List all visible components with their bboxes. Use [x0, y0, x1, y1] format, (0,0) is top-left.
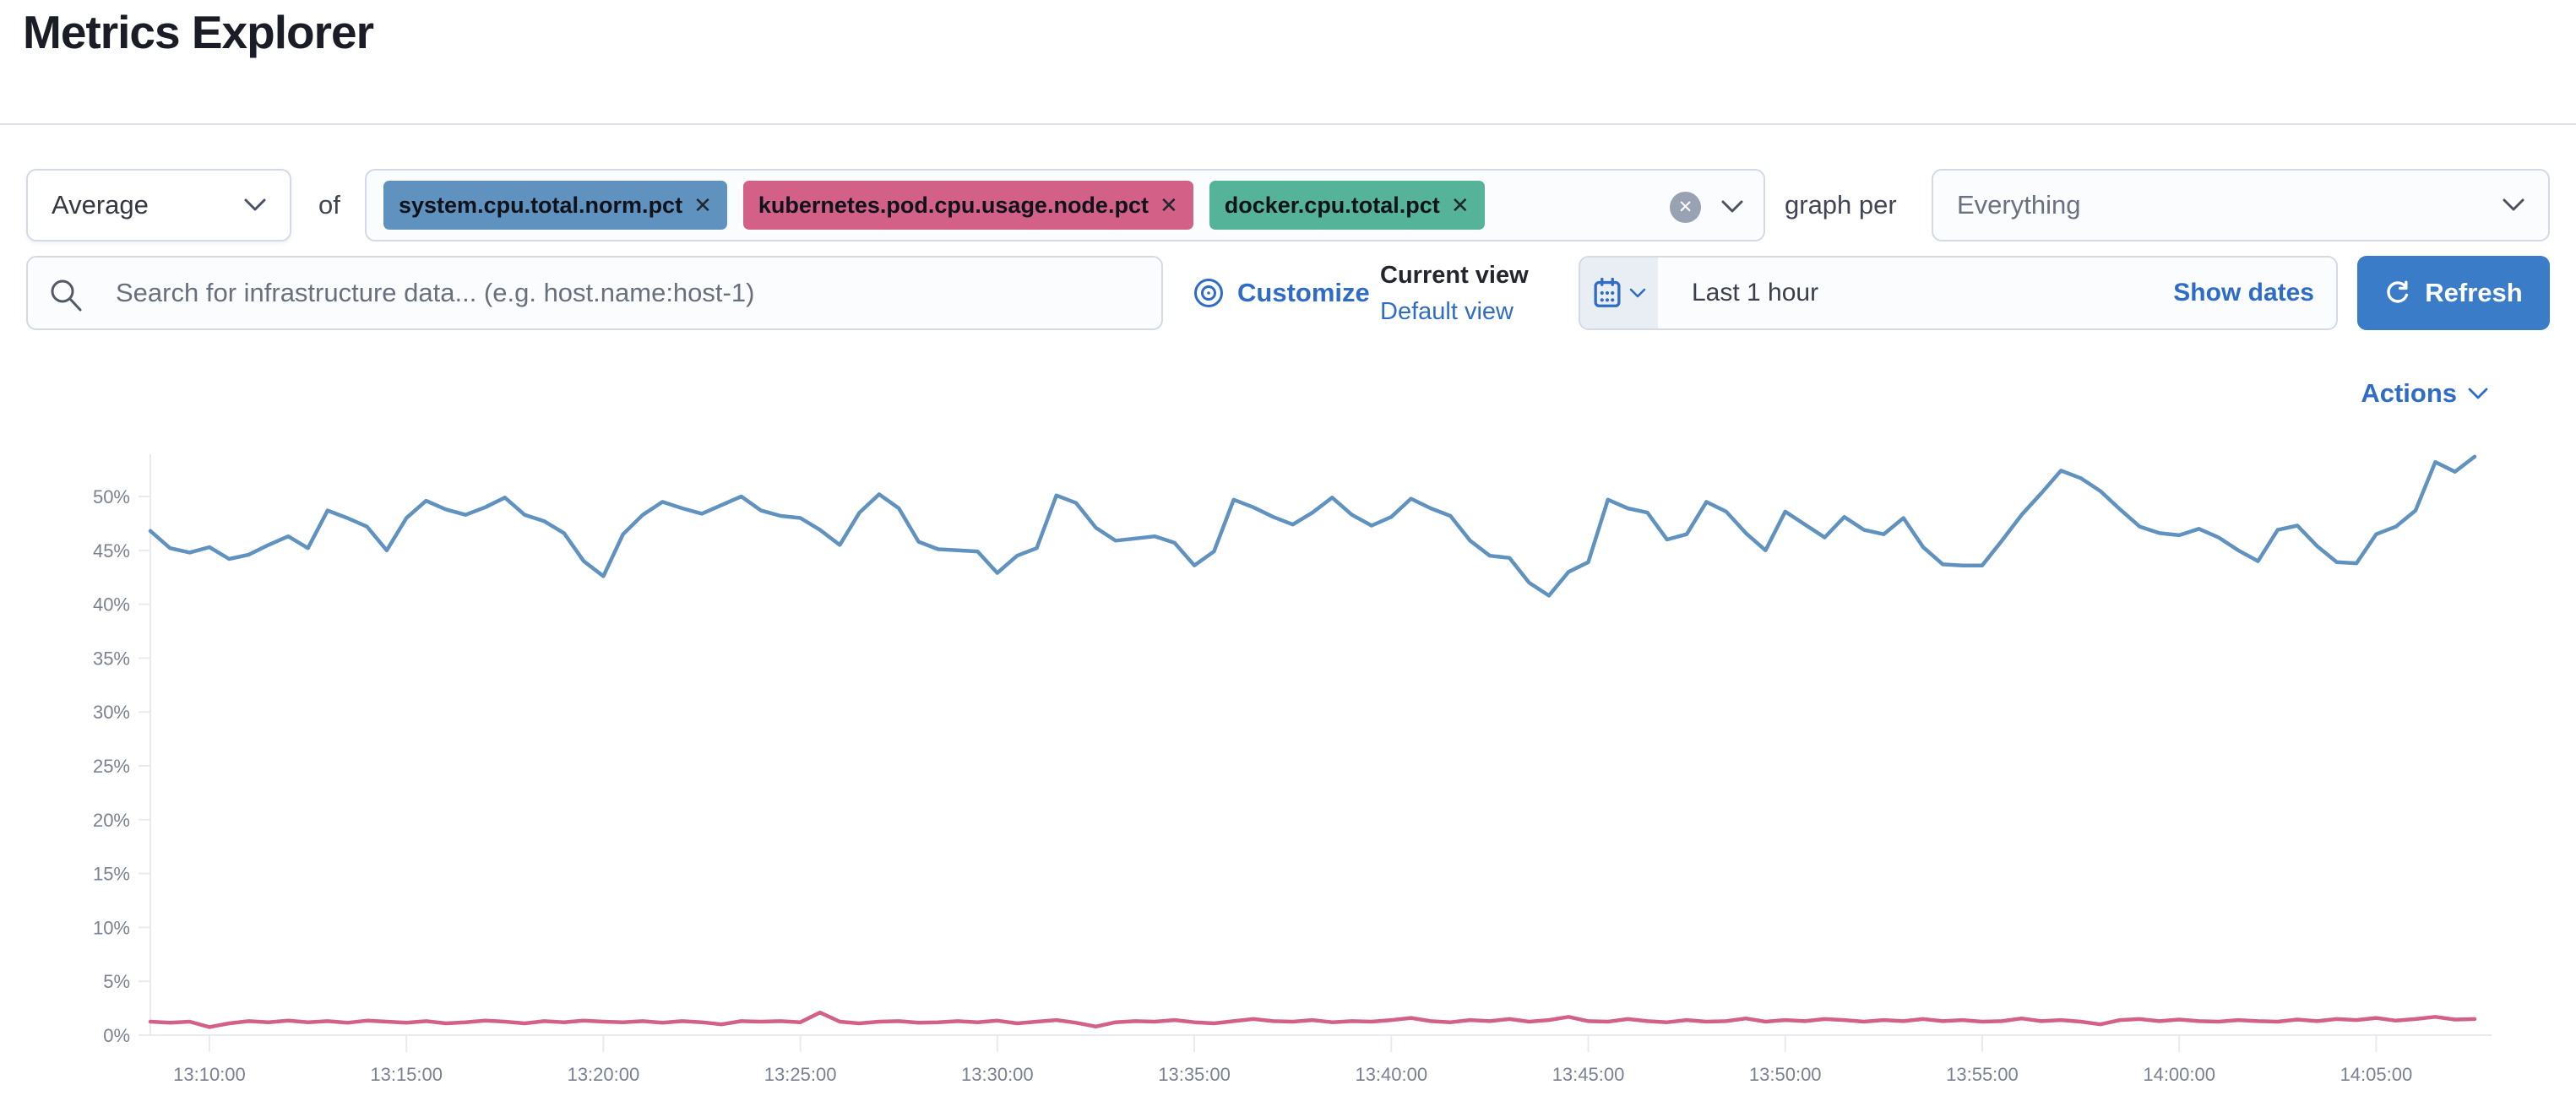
- default-view-link[interactable]: Default view: [1380, 298, 1514, 325]
- chevron-down-icon: [244, 198, 266, 211]
- x-tick-label: 13:25:00: [764, 1064, 837, 1085]
- header-divider: [0, 123, 2576, 125]
- customize-label: Customize: [1237, 278, 1370, 307]
- y-tick-label: 40%: [93, 594, 130, 616]
- line-chart[interactable]: 0% 5% 10% 15% 20% 25% 30% 35% 40% 45% 50% 13:10:00 1…: [0, 422, 2576, 1108]
- actions-label: Actions: [2361, 378, 2457, 408]
- x-tick-label: 14:05:00: [2340, 1064, 2413, 1085]
- x-tick-label: 13:45:00: [1552, 1064, 1625, 1085]
- y-tick-label: 0%: [103, 1025, 130, 1046]
- search-box[interactable]: [26, 256, 1163, 330]
- clear-icon: ✕: [1677, 197, 1693, 217]
- of-label: of: [318, 190, 340, 220]
- metric-tag-label: system.cpu.total.norm.pct: [399, 192, 683, 218]
- show-dates-button[interactable]: Show dates: [2173, 279, 2314, 306]
- y-tick-label: 15%: [93, 864, 130, 885]
- metric-tag-label: kubernetes.pod.cpu.usage.node.pct: [758, 192, 1149, 218]
- y-tick-label: 35%: [93, 648, 130, 669]
- x-tick-label: 14:00:00: [2143, 1064, 2215, 1085]
- metric-tag-label: docker.cpu.total.pct: [1224, 192, 1440, 218]
- current-view-label: Current view: [1380, 262, 1529, 289]
- view-switcher: Current view Default view: [1380, 258, 1529, 330]
- calendar-icon: [1593, 278, 1621, 307]
- chevron-down-icon[interactable]: [1721, 200, 1743, 214]
- y-tick-label: 50%: [93, 486, 130, 507]
- customize-button[interactable]: Customize: [1193, 256, 1370, 330]
- x-tick-label: 13:15:00: [370, 1064, 443, 1085]
- x-tick-label: 13:50:00: [1749, 1064, 1822, 1085]
- metric-tag[interactable]: system.cpu.total.norm.pct ✕: [383, 181, 727, 230]
- x-tick-label: 13:20:00: [568, 1064, 640, 1085]
- search-input[interactable]: [28, 258, 1161, 328]
- metric-tag[interactable]: docker.cpu.total.pct ✕: [1209, 181, 1485, 230]
- customize-icon: [1194, 279, 1223, 307]
- x-tick-label: 13:40:00: [1355, 1064, 1427, 1085]
- x-tick-label: 13:35:00: [1158, 1064, 1231, 1085]
- actions-menu-button[interactable]: Actions: [2361, 378, 2488, 409]
- aggregation-select[interactable]: Average: [26, 169, 291, 241]
- date-quick-select-button[interactable]: [1580, 258, 1658, 328]
- clear-metrics-button[interactable]: ✕: [1670, 191, 1701, 223]
- chevron-down-icon: [2468, 388, 2488, 399]
- remove-metric-icon[interactable]: ✕: [1450, 192, 1470, 218]
- y-tick-label: 30%: [93, 702, 130, 723]
- metric-tag[interactable]: kubernetes.pod.cpu.usage.node.pct ✕: [742, 181, 1193, 230]
- graph-per-select[interactable]: Everything: [1932, 169, 2550, 241]
- date-picker[interactable]: Last 1 hour Show dates: [1579, 256, 2338, 330]
- remove-metric-icon[interactable]: ✕: [1159, 192, 1178, 218]
- series-line-kubernetes.pod.cpu.usage.node.pct: [148, 1010, 2477, 1029]
- remove-metric-icon[interactable]: ✕: [693, 192, 712, 218]
- chevron-down-icon: [2503, 198, 2524, 211]
- y-tick-label: 25%: [93, 756, 130, 777]
- x-tick-label: 13:30:00: [961, 1064, 1034, 1085]
- y-tick-label: 5%: [103, 971, 130, 992]
- x-tick-label: 13:55:00: [1946, 1064, 2019, 1085]
- y-tick-label: 20%: [93, 810, 130, 831]
- refresh-icon: [2387, 280, 2409, 303]
- graph-per-value: Everything: [1957, 190, 2081, 220]
- y-tick-label: 10%: [93, 917, 130, 938]
- y-tick-label: 45%: [93, 540, 130, 561]
- metrics-chart[interactable]: 0% 5% 10% 15% 20% 25% 30% 35% 40% 45% 50% 13:10:00 1…: [0, 422, 2576, 1108]
- series-line-system.cpu.total.norm.pct: [148, 454, 2477, 598]
- time-range-value[interactable]: Last 1 hour: [1692, 279, 1819, 306]
- page-title: Metrics Explorer: [23, 6, 374, 58]
- refresh-label: Refresh: [2425, 278, 2523, 307]
- aggregation-value: Average: [52, 190, 149, 220]
- refresh-button[interactable]: Refresh: [2357, 256, 2550, 330]
- chevron-down-icon: [1629, 288, 1645, 297]
- x-tick-label: 13:10:00: [173, 1064, 246, 1085]
- graph-per-label: graph per: [1785, 190, 1897, 220]
- metrics-combobox[interactable]: system.cpu.total.norm.pct ✕ kubernetes.p…: [365, 169, 1765, 241]
